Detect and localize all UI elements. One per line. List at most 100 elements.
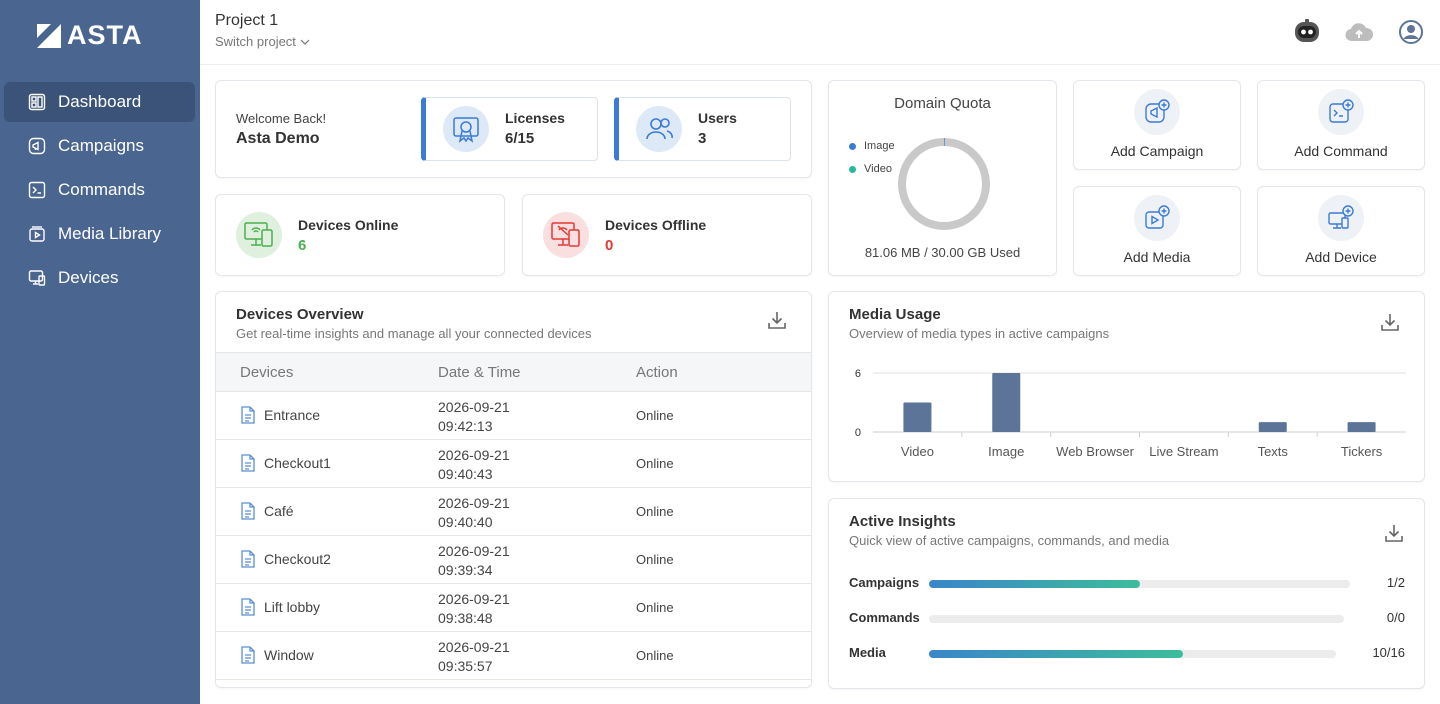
switch-project-button[interactable]: Switch project <box>215 34 310 49</box>
document-icon <box>241 646 255 664</box>
devices-overview-title: Devices Overview <box>236 306 364 323</box>
add-media-label: Add Media <box>1123 249 1191 265</box>
chart-bar-image <box>992 373 1021 432</box>
devices-overview-subtitle: Get real-time insights and manage all yo… <box>236 326 592 341</box>
device-status: Online <box>636 504 674 519</box>
active-insights-subtitle: Quick view of active campaigns, commands… <box>849 533 1170 548</box>
devices-online-card[interactable]: Devices Online 6 <box>215 194 505 276</box>
device-name: Window <box>264 647 314 663</box>
insight-progress-fill <box>929 650 1184 658</box>
add-campaign-label: Add Campaign <box>1110 143 1204 159</box>
add-device-button[interactable]: Add Device <box>1257 186 1425 276</box>
device-status: Online <box>636 552 674 567</box>
sidebar-item-devices[interactable]: Devices <box>4 258 195 298</box>
users-icon <box>636 106 682 152</box>
device-date: 2026-09-21 <box>438 495 510 511</box>
device-name-link[interactable]: Entrance <box>240 406 320 424</box>
licenses-value: 6/15 <box>505 130 535 147</box>
device-name-link[interactable]: Checkout2 <box>240 550 331 568</box>
cloud-upload-icon[interactable] <box>1344 18 1374 46</box>
insight-label: Campaigns <box>849 575 920 590</box>
quota-donut-track <box>898 138 990 230</box>
sidebar-item-label: Devices <box>58 268 119 287</box>
download-icon[interactable] <box>765 308 789 332</box>
media-usage-bar-chart: 0 6 Video Image Web Browser Live Stream Texts T… <box>855 368 1406 459</box>
legend-image-dot <box>849 142 856 150</box>
device-name-link[interactable]: Café <box>240 502 294 520</box>
device-date: 2026-09-21 <box>438 399 510 415</box>
device-date-time: 2026-09-21 09:38:48 <box>438 590 510 628</box>
device-offline-icon <box>543 212 589 258</box>
welcome-user-name: Asta Demo <box>236 130 320 147</box>
asta-logo-icon <box>37 23 61 48</box>
sidebar: ASTA Dashboard Campaigns Commands Media … <box>0 0 200 704</box>
legend-image: Image <box>849 140 895 152</box>
chart-x-tick-label: Tickers <box>1341 444 1383 459</box>
chart-y-tick-label: 0 <box>855 427 861 439</box>
welcome-card: Welcome Back! Asta Demo Licenses 6/15 Us… <box>215 80 812 178</box>
device-date-time: 2026-09-21 09:40:43 <box>438 446 510 484</box>
devices-offline-label: Devices Offline <box>605 217 707 233</box>
table-row: Window 2026-09-21 09:35:57 Online <box>216 632 811 680</box>
devices-offline-card[interactable]: Devices Offline 0 <box>522 194 812 276</box>
sidebar-item-media-library[interactable]: Media Library <box>4 214 195 254</box>
device-name: Entrance <box>264 407 321 423</box>
device-name-link[interactable]: Checkout1 <box>240 454 331 472</box>
column-header-devices: Devices <box>240 364 294 381</box>
device-time: 09:38:48 <box>438 610 493 626</box>
quota-donut-chart <box>898 138 990 230</box>
top-header: Project 1 Switch project <box>200 0 1440 65</box>
download-icon[interactable] <box>1382 521 1406 545</box>
media-usage-title: Media Usage <box>849 306 941 323</box>
licenses-stat[interactable]: Licenses 6/15 <box>421 97 598 161</box>
insight-progress-fill <box>929 580 1140 588</box>
document-icon <box>241 454 255 472</box>
add-command-icon <box>1318 89 1364 135</box>
insight-row-commands: Commands 0/0 <box>849 610 1405 626</box>
add-command-button[interactable]: Add Command <box>1257 80 1425 170</box>
sidebar-item-campaigns[interactable]: Campaigns <box>4 126 195 166</box>
campaign-icon <box>28 137 46 155</box>
document-icon <box>241 598 255 616</box>
terminal-icon <box>28 181 46 199</box>
table-row: Checkout2 2026-09-21 09:39:34 Online <box>216 536 811 584</box>
device-online-icon <box>236 212 282 258</box>
add-media-button[interactable]: Add Media <box>1073 186 1241 276</box>
add-campaign-icon <box>1134 89 1180 135</box>
table-row: Entrance 2026-09-21 09:42:13 Online <box>216 392 811 440</box>
insight-progress-track <box>929 615 1344 623</box>
chart-x-tick-label: Texts <box>1258 444 1289 459</box>
download-icon[interactable] <box>1378 310 1402 334</box>
robot-icon[interactable] <box>1292 18 1322 46</box>
sidebar-item-label: Commands <box>58 180 145 199</box>
device-date: 2026-09-21 <box>438 591 510 607</box>
device-time: 09:40:43 <box>438 466 493 482</box>
device-name-link[interactable]: Lift lobby <box>240 598 320 616</box>
column-header-date-time: Date & Time <box>438 364 521 381</box>
chart-x-tick-label: Image <box>988 444 1024 459</box>
switch-project-label: Switch project <box>215 34 296 49</box>
active-insights-card: Active Insights Quick view of active cam… <box>828 498 1425 689</box>
devices-overview-card: Devices Overview Get real-time insights … <box>215 291 812 688</box>
users-stat[interactable]: Users 3 <box>614 97 791 161</box>
header-actions <box>1292 18 1426 46</box>
brand-logo[interactable]: ASTA <box>37 20 143 51</box>
device-date-time: 2026-09-21 09:40:40 <box>438 494 510 532</box>
chart-bar-texts <box>1258 422 1287 432</box>
add-campaign-button[interactable]: Add Campaign <box>1073 80 1241 170</box>
sidebar-item-dashboard[interactable]: Dashboard <box>4 82 195 122</box>
sidebar-item-commands[interactable]: Commands <box>4 170 195 210</box>
device-name: Checkout2 <box>264 551 331 567</box>
device-status: Online <box>636 408 674 423</box>
device-name-link[interactable]: Window <box>240 646 314 664</box>
licenses-label: Licenses <box>505 110 565 126</box>
user-account-icon[interactable] <box>1396 18 1426 46</box>
chart-bar-tickers <box>1347 422 1376 432</box>
table-row: Checkout1 2026-09-21 09:40:43 Online <box>216 440 811 488</box>
project-title: Project 1 <box>215 12 279 29</box>
device-name: Checkout1 <box>264 455 331 471</box>
insight-value: 10/16 <box>1372 645 1405 660</box>
document-icon <box>241 550 255 568</box>
device-date: 2026-09-21 <box>438 447 510 463</box>
devices-online-label: Devices Online <box>298 217 399 233</box>
